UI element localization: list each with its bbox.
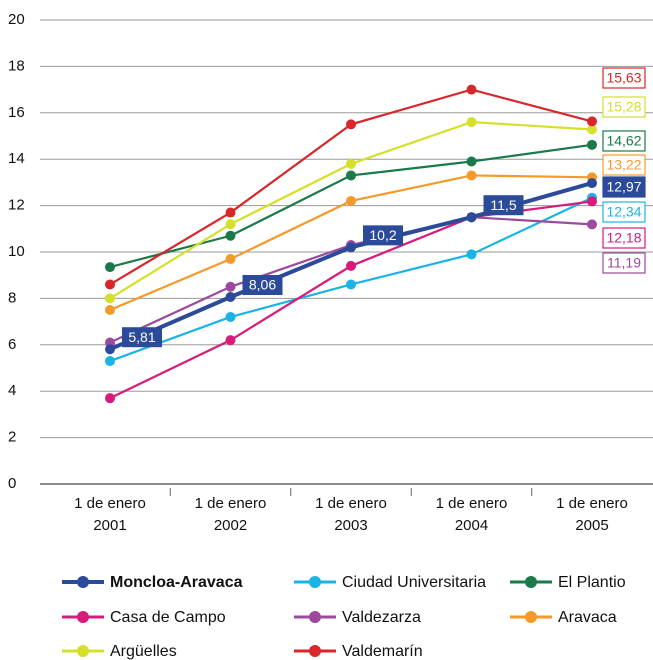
legend-label: Valdezarza [342, 609, 421, 626]
x-tick-label: 1 de enero 2004 [436, 495, 508, 534]
data-label: 12,97 [606, 179, 641, 195]
data-label-box [602, 201, 646, 223]
y-tick-label: 16 [8, 104, 25, 121]
legend-label: Ciudad Universitaria [342, 574, 486, 591]
data-point [587, 116, 597, 127]
y-tick-label: 2 [8, 429, 16, 446]
x-tick-label: 1 de enero 2001 [74, 495, 146, 534]
data-label: 10,2 [369, 227, 396, 243]
legend-marker [77, 576, 89, 588]
data-point [225, 335, 236, 346]
data-point [105, 356, 115, 367]
data-point [225, 207, 236, 218]
data-point [587, 196, 597, 207]
legend-label: Argüelles [110, 643, 177, 660]
data-point [466, 117, 477, 128]
data-point [346, 260, 356, 271]
x-tick-label: 1 de enero 2005 [556, 495, 628, 534]
data-point [105, 293, 115, 304]
data-point [466, 156, 477, 167]
data-point [466, 84, 477, 95]
y-tick-label: 10 [8, 243, 25, 260]
data-point [225, 292, 236, 303]
legend-label: Moncloa-Aravaca [110, 574, 243, 591]
legend-marker [525, 576, 537, 588]
data-point [105, 262, 115, 273]
data-point [225, 230, 236, 241]
data-label-box [602, 67, 646, 89]
legend-marker [309, 611, 321, 623]
data-label: 15,28 [606, 99, 641, 115]
data-point [346, 242, 356, 253]
data-point [225, 253, 236, 264]
y-tick-label: 20 [8, 11, 25, 28]
data-point [346, 170, 356, 181]
data-label: 5,81 [128, 329, 155, 345]
data-point [346, 195, 356, 206]
data-point [105, 393, 115, 404]
data-label-box [122, 327, 162, 348]
data-point [346, 158, 356, 169]
data-point [346, 119, 356, 130]
x-tick-label: 1 de enero 2002 [195, 495, 267, 534]
data-label-box [602, 252, 646, 274]
data-label: 12,34 [606, 204, 641, 220]
data-label: 11,5 [490, 197, 516, 213]
data-point [225, 281, 236, 292]
data-point [105, 305, 115, 315]
data-label: 14,62 [606, 133, 641, 149]
data-label: 8,06 [249, 277, 276, 293]
data-point [346, 279, 356, 290]
legend-label: Casa de Campo [110, 609, 226, 626]
data-label: 15,63 [606, 70, 641, 86]
legend-label: Valdemarín [342, 643, 423, 660]
data-label-box [602, 154, 646, 176]
data-label-box [242, 275, 283, 296]
data-point [225, 311, 236, 322]
y-tick-label: 8 [8, 289, 16, 306]
data-point [466, 212, 477, 223]
data-point [587, 178, 597, 189]
legend-marker [309, 645, 321, 657]
data-label-box [602, 176, 646, 198]
legend-label: Aravaca [558, 609, 617, 626]
data-point [587, 124, 597, 135]
data-label-box [483, 195, 524, 216]
data-point [466, 170, 477, 181]
data-point [587, 219, 597, 230]
series-line [109, 88, 593, 286]
y-tick-label: 14 [8, 150, 25, 167]
data-label: 13,22 [606, 157, 641, 173]
legend-marker [77, 611, 89, 623]
y-tick-label: 12 [8, 197, 25, 214]
data-point [466, 249, 477, 260]
data-point [587, 139, 597, 150]
legend-marker [77, 645, 89, 657]
legend-marker [525, 611, 537, 623]
data-label: 12,18 [606, 230, 641, 246]
data-label-box [602, 227, 646, 249]
data-point [105, 344, 115, 355]
y-tick-label: 18 [8, 57, 25, 74]
data-point [105, 279, 115, 290]
y-tick-label: 4 [8, 382, 16, 399]
legend-marker [309, 576, 321, 588]
data-label-box [602, 96, 646, 118]
y-tick-label: 0 [8, 475, 16, 492]
y-tick-label: 6 [8, 336, 16, 353]
data-label: 11,19 [607, 255, 641, 271]
data-label-box [363, 225, 403, 246]
data-point [225, 219, 236, 230]
legend-label: El Plantio [558, 574, 626, 591]
data-label-box [602, 130, 646, 152]
x-tick-label: 1 de enero 2003 [315, 495, 387, 534]
